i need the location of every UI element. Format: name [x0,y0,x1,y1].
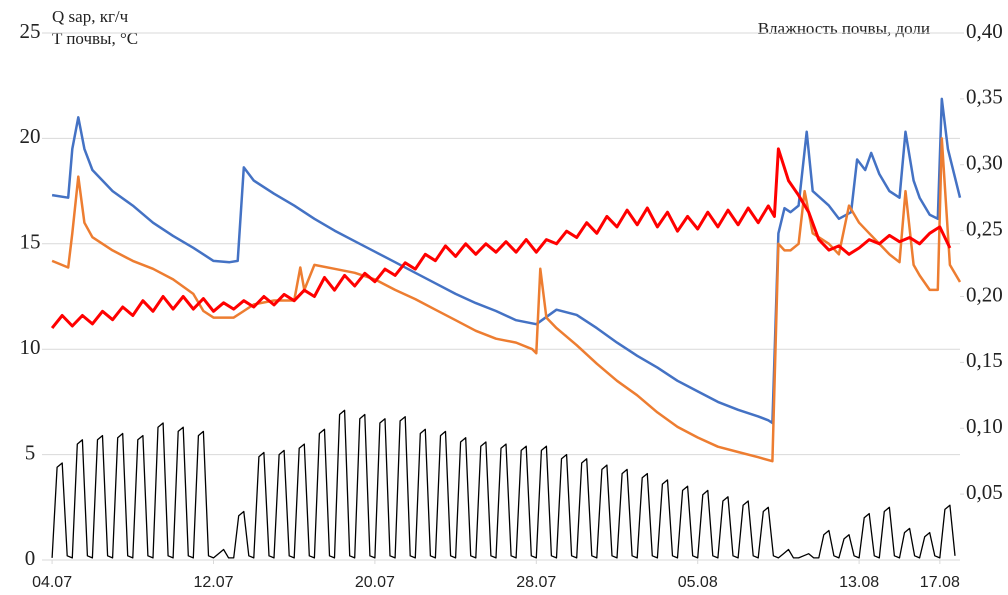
y-axis-label: Q sap, кг/ч [52,7,129,26]
y-tick-label: 20 [20,124,41,148]
y2-tick-label: 0,40 [966,19,1003,43]
x-tick-label: 12.07 [193,574,233,591]
y2-tick-label: 0,05 [966,480,1003,504]
y-tick-label: 15 [20,230,41,254]
y2-axis-label: Влажность почвы, доли [758,19,930,38]
x-tick-label: 04.07 [32,574,72,591]
x-tick-label: 20.07 [355,574,395,591]
series-line [51,137,962,463]
series-line [51,409,956,559]
y2-tick-label: 0,35 [966,85,1003,109]
y2-tick-label: 0,15 [966,348,1003,372]
series-line [51,97,962,425]
y2-tick-label: 0,20 [966,282,1003,306]
y-tick-label: 10 [20,335,41,359]
y-tick-label: 0 [25,546,36,570]
x-tick-label: 17.08 [920,574,960,591]
x-tick-label: 13.08 [839,574,879,591]
y-tick-label: 5 [25,440,36,464]
y-tick-label: 25 [20,19,41,43]
y2-tick-label: 0,25 [966,216,1003,240]
y-axis-label: T почвы, °С [52,29,138,48]
x-tick-label: 28.07 [516,574,556,591]
x-tick-label: 05.08 [678,574,718,591]
y2-tick-label: 0,10 [966,414,1003,438]
series-line [50,147,952,330]
y2-tick-label: 0,30 [966,151,1003,175]
